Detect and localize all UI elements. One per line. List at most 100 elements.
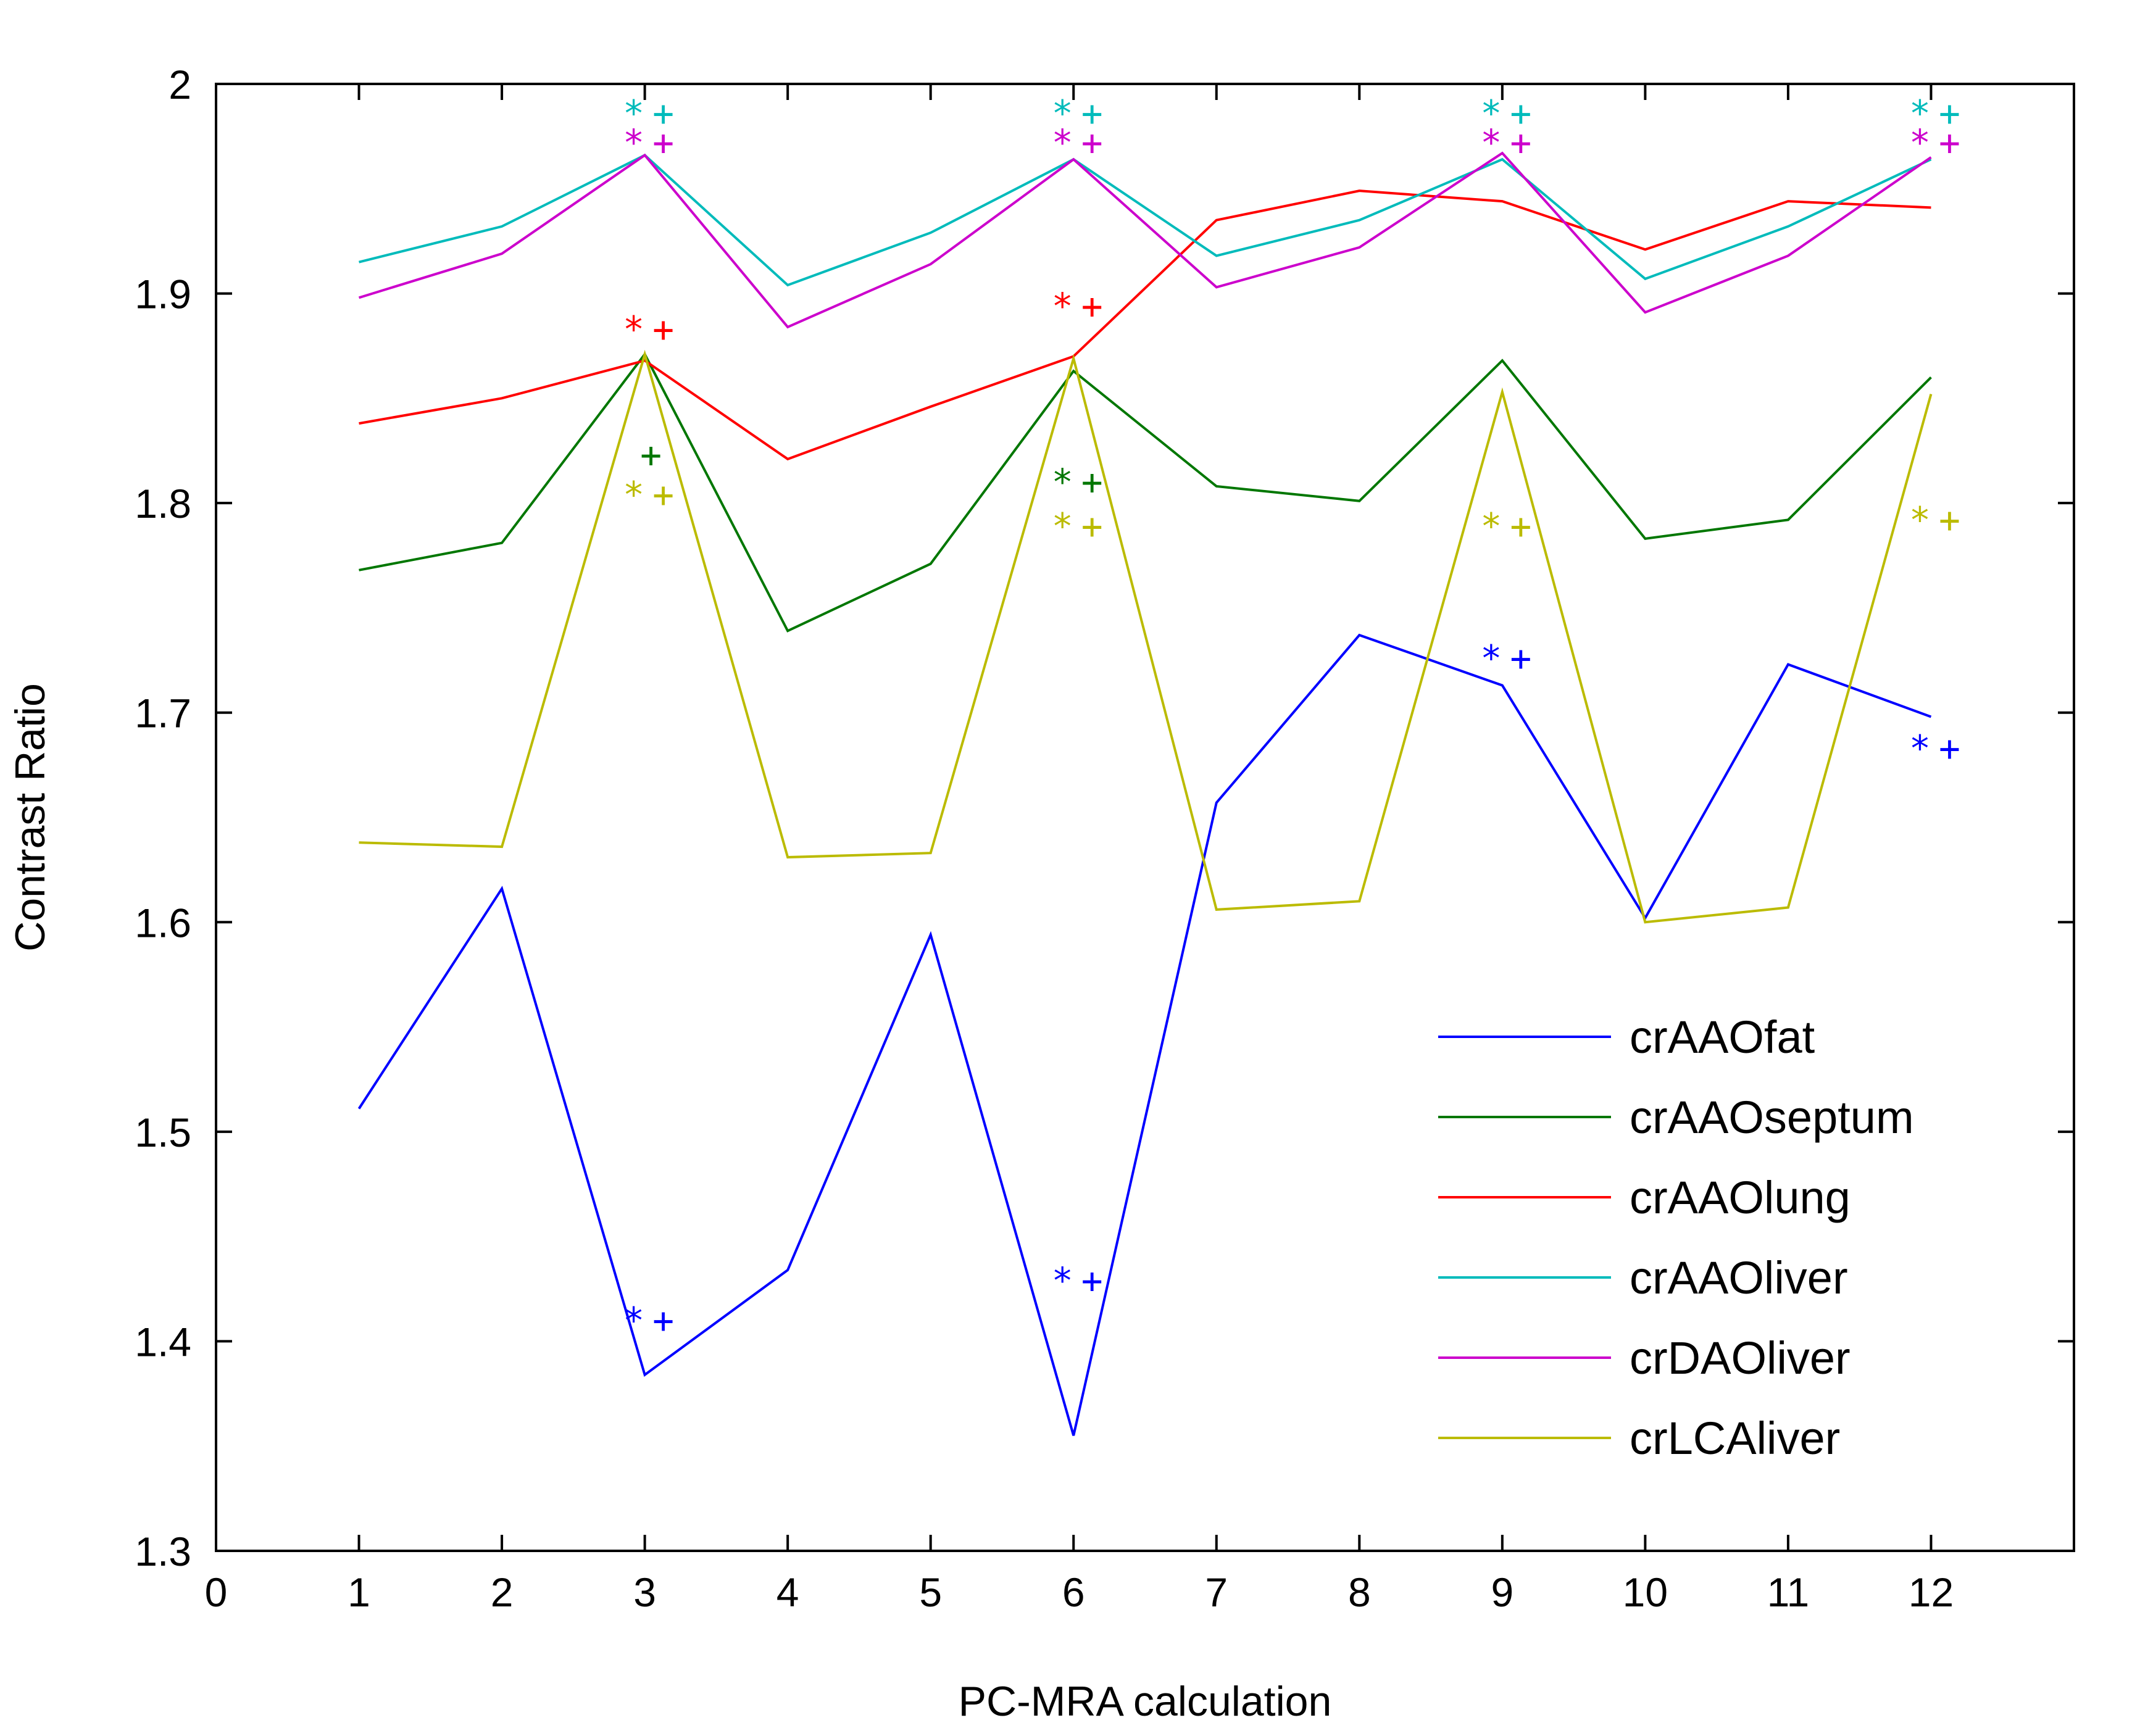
asterisk-marker: *: [623, 122, 644, 164]
significance-marker: * +: [1480, 637, 1531, 679]
significance-marker: * +: [623, 308, 674, 350]
plus-marker: +: [1081, 93, 1103, 135]
series-line-crAAOfat: [357, 633, 1932, 1436]
legend-label: crAAOliver: [1630, 1252, 1848, 1303]
legend-item: crAAOliver: [1438, 1252, 1848, 1303]
legend-item: crLCAliver: [1438, 1413, 1840, 1464]
legend-label: crLCAliver: [1630, 1413, 1840, 1464]
legend-item: crAAOlung: [1438, 1172, 1851, 1223]
x-tick-label: 0: [205, 1569, 228, 1615]
plus-marker: +: [652, 1299, 674, 1341]
x-tick-label: 1: [348, 1569, 370, 1615]
y-tick-label: 1.5: [135, 1110, 191, 1155]
plus-marker: +: [1081, 505, 1103, 547]
series-line-crLCAliver: [359, 349, 1933, 924]
significance-marker: * +: [1052, 93, 1103, 135]
series-lines: [357, 151, 1933, 1436]
plus-marker: +: [1081, 1260, 1103, 1302]
significance-marker: * +: [1480, 122, 1531, 164]
significance-markers: * + * + * + * +* + * + * + * +* +* ++* +* +* + * + * +* +* +* +* +: [623, 93, 1960, 1342]
y-tick-label: 1.4: [135, 1319, 191, 1364]
x-tick-label: 2: [491, 1569, 514, 1615]
y-tick-label: 1.3: [135, 1529, 191, 1574]
x-tick-label: 10: [1623, 1569, 1668, 1615]
x-tick-label: 6: [1062, 1569, 1085, 1615]
asterisk-marker: *: [1909, 499, 1931, 541]
x-tick-label: 5: [919, 1569, 942, 1615]
legend-item: crAAOfat: [1438, 1011, 1815, 1063]
significance-marker: * +: [623, 474, 674, 516]
asterisk-marker: *: [1052, 505, 1073, 547]
series-line-crAAOseptum: [359, 352, 1932, 633]
asterisk-marker: *: [1909, 122, 1931, 164]
asterisk-marker: *: [623, 93, 644, 135]
plus-marker: +: [1081, 285, 1103, 327]
plus-marker: +: [1939, 499, 1960, 541]
significance-marker: * +: [623, 93, 674, 135]
significance-marker: +: [640, 434, 662, 476]
significance-marker: * +: [623, 122, 674, 164]
legend-item: crAAOseptum: [1438, 1092, 1914, 1143]
asterisk-marker: *: [1052, 93, 1073, 135]
asterisk-marker: *: [623, 1299, 644, 1341]
asterisk-marker: *: [623, 308, 644, 350]
x-tick-label: 4: [776, 1569, 799, 1615]
plot-frame: [215, 83, 2075, 1552]
legend-label: crAAOseptum: [1630, 1092, 1914, 1143]
asterisk-marker: *: [1480, 505, 1502, 547]
asterisk-marker: *: [1052, 461, 1073, 503]
significance-marker: * +: [1909, 122, 1960, 164]
plus-marker: +: [652, 474, 674, 516]
y-tick-label: 1.6: [135, 900, 191, 945]
asterisk-marker: *: [1052, 122, 1073, 164]
asterisk-marker: *: [1052, 1260, 1073, 1302]
significance-marker: * +: [1052, 1260, 1103, 1302]
significance-marker: * +: [1052, 505, 1103, 547]
legend-label: crDAOliver: [1630, 1332, 1851, 1384]
asterisk-marker: *: [1480, 637, 1502, 679]
plus-marker: +: [1510, 637, 1531, 679]
plus-marker: +: [640, 434, 662, 476]
significance-marker: * +: [1480, 505, 1531, 547]
y-tick-label: 2: [169, 62, 191, 107]
y-tick-label: 1.7: [135, 691, 191, 736]
legend-item: crDAOliver: [1438, 1332, 1851, 1384]
asterisk-marker: *: [1909, 93, 1931, 135]
series-line-crAAOlung: [359, 189, 1931, 461]
asterisk-marker: *: [623, 474, 644, 516]
plus-marker: +: [1510, 93, 1531, 135]
series-line-crAAOliver: [359, 154, 1932, 287]
plus-marker: +: [1510, 505, 1531, 547]
series-line-crDAOliver: [358, 151, 1932, 329]
significance-marker: * +: [1480, 93, 1531, 135]
significance-marker: * +: [1909, 727, 1960, 769]
x-tick-label: 11: [1767, 1569, 1810, 1615]
asterisk-marker: *: [1052, 285, 1073, 327]
x-tick-label: 7: [1205, 1569, 1228, 1615]
significance-marker: * +: [1052, 285, 1103, 327]
plus-marker: +: [652, 308, 674, 350]
y-axis: 1.3 1.4 1.5 1.6 1.7 1.8 1.9 2: [135, 62, 2074, 1574]
x-tick-label: 9: [1491, 1569, 1513, 1615]
legend-label: crAAOlung: [1630, 1172, 1851, 1223]
x-tick-label: 8: [1348, 1569, 1371, 1615]
significance-marker: * +: [1909, 93, 1960, 135]
plus-marker: +: [1510, 122, 1531, 164]
x-axis-title: PC-MRA calculation: [959, 1678, 1332, 1725]
significance-marker: * +: [623, 1299, 674, 1341]
plus-marker: +: [1081, 461, 1103, 503]
y-axis-title: Contrast Ratio: [7, 683, 54, 952]
legend: crAAOfat crAAOseptum crAAOlung crAAOliver cr…: [1438, 1011, 1914, 1464]
plus-marker: +: [1939, 93, 1960, 135]
plus-marker: +: [652, 93, 674, 135]
asterisk-marker: *: [1480, 93, 1502, 135]
significance-marker: * +: [1909, 499, 1960, 541]
x-tick-label: 3: [633, 1569, 656, 1615]
plus-marker: +: [652, 122, 674, 164]
y-tick-label: 1.8: [135, 481, 191, 526]
x-axis: 0 1 2 3 4 5 6 7 8 9 10 11 12: [205, 84, 1954, 1615]
plus-marker: +: [1081, 122, 1103, 164]
plus-marker: +: [1939, 122, 1960, 164]
legend-label: crAAOfat: [1630, 1011, 1815, 1063]
